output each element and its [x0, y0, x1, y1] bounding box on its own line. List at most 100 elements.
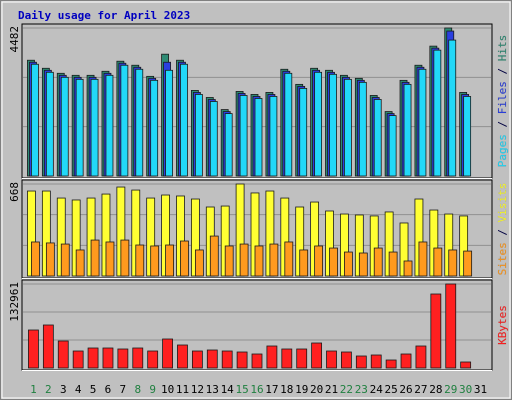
legend-entry: Visits — [496, 183, 509, 223]
x-tick-label: 13 — [206, 383, 219, 396]
bar — [132, 347, 144, 369]
bar — [430, 293, 442, 369]
bar — [209, 101, 218, 177]
bar — [460, 361, 472, 369]
bar — [388, 115, 397, 177]
bar — [358, 252, 368, 277]
bar — [400, 353, 412, 369]
legend-entry: KBytes — [496, 305, 509, 345]
x-tick-label: 19 — [295, 383, 308, 396]
x-tick-label: 31 — [474, 383, 487, 396]
bar — [314, 71, 323, 177]
bar — [463, 96, 472, 177]
bar — [42, 324, 54, 369]
bar — [254, 245, 264, 277]
bar — [403, 260, 413, 277]
bar — [180, 240, 189, 277]
bar — [209, 235, 219, 277]
bar — [373, 99, 382, 177]
legend: Sites / Visits — [496, 183, 509, 276]
bar — [60, 243, 70, 277]
bar — [72, 350, 84, 369]
bar — [314, 245, 324, 277]
legend-entry: Hits — [496, 35, 509, 62]
bar — [75, 78, 84, 177]
x-tick-label: 30 — [459, 383, 472, 396]
bar — [162, 338, 173, 369]
bar — [344, 78, 352, 177]
x-tick-label: 1 — [30, 383, 37, 396]
bar — [269, 243, 279, 277]
x-tick-label: 5 — [90, 383, 97, 396]
bar — [194, 249, 204, 277]
chart-title: Daily usage for April 2023 — [18, 9, 190, 22]
bar — [341, 351, 352, 369]
bar — [284, 72, 293, 177]
bar — [221, 350, 233, 369]
bar — [299, 87, 308, 177]
x-tick-label: 3 — [60, 383, 67, 396]
x-tick-label: 14 — [221, 383, 235, 396]
bar — [358, 81, 367, 177]
bar — [385, 359, 397, 369]
y-tick-label: 132961 — [8, 282, 21, 322]
bar — [165, 69, 173, 177]
bar — [251, 353, 263, 369]
legend: Pages / Files / Hits — [496, 35, 509, 168]
bar — [191, 350, 203, 369]
legend-entry: Files — [496, 81, 509, 114]
bar — [388, 251, 398, 277]
bar — [180, 63, 188, 177]
x-tick-label: 4 — [75, 383, 82, 396]
bar — [445, 283, 457, 369]
x-tick-label: 6 — [105, 383, 112, 396]
bar — [418, 241, 428, 277]
x-tick-label: 12 — [191, 383, 204, 396]
x-tick-label: 11 — [176, 383, 189, 396]
x-tick-label: 8 — [134, 383, 141, 396]
bar — [311, 342, 323, 369]
x-tick-label: 27 — [414, 383, 427, 396]
x-tick-label: 9 — [149, 383, 156, 396]
bar — [150, 79, 159, 177]
y-tick-label: 668 — [8, 182, 21, 202]
bar — [254, 98, 263, 177]
legend-entry: Pages — [496, 134, 509, 167]
bar — [448, 249, 458, 277]
bar — [150, 245, 160, 277]
x-tick-label: 18 — [280, 383, 293, 396]
bar — [147, 350, 159, 369]
bar — [269, 96, 278, 177]
bar — [329, 247, 338, 277]
bar — [344, 251, 353, 277]
x-tick-label: 17 — [265, 383, 278, 396]
bar — [448, 39, 457, 177]
bar — [355, 355, 367, 369]
x-tick-label: 22 — [340, 383, 353, 396]
x-tick-label: 21 — [325, 383, 338, 396]
bar — [105, 241, 115, 277]
x-tick-label: 15 — [235, 383, 248, 396]
bar — [224, 113, 233, 177]
bar — [28, 329, 39, 369]
bar — [433, 247, 443, 277]
x-tick-label: 24 — [370, 383, 384, 396]
legend: KBytes — [496, 305, 509, 345]
legend-entry: Sites — [496, 242, 509, 275]
x-tick-label: 10 — [161, 383, 174, 396]
bar — [105, 74, 114, 177]
bar — [75, 249, 85, 277]
bar — [281, 348, 293, 369]
bar — [403, 83, 412, 177]
bar — [135, 244, 145, 277]
bar — [433, 49, 442, 177]
x-tick-label: 28 — [429, 383, 442, 396]
bar — [284, 241, 294, 277]
bar — [135, 68, 144, 177]
bar — [165, 244, 174, 277]
bar — [296, 348, 308, 369]
bar — [120, 239, 130, 277]
bar — [90, 78, 99, 177]
legend-separator: / — [496, 222, 509, 242]
